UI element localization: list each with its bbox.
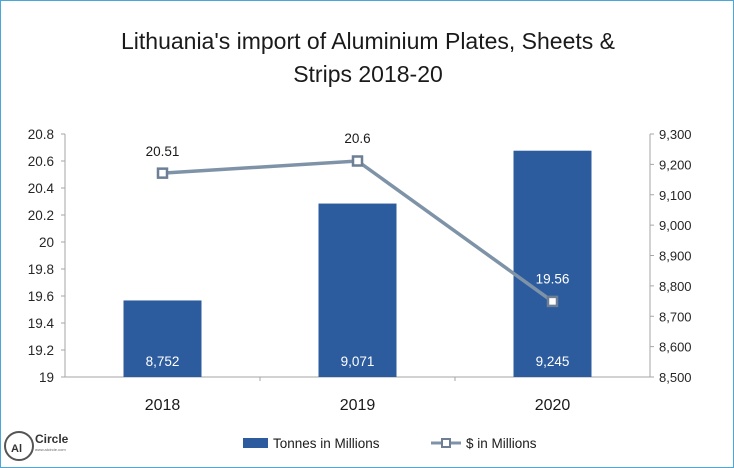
logo-url: www.alcircle.com (35, 447, 66, 452)
chart-title-line-2: Strips 2018-20 (293, 61, 443, 87)
chart-axes: 19 19.2 19.4 19.6 19.8 20 20.2 20.4 20.6 20.8 8,50… (28, 127, 692, 414)
bar-series: 8,752 9,071 9,245 (123, 150, 592, 377)
y-left-tick-label: 20.4 (28, 181, 55, 196)
logo-badge-icon: Al (4, 431, 34, 461)
bar (318, 203, 397, 377)
x-tick-label: 2018 (145, 397, 181, 414)
y-right-tick-label: 8,500 (659, 370, 692, 385)
logo-wordmark: Circle (35, 432, 69, 446)
y-right-tick-label: 8,700 (659, 309, 692, 324)
line-data-label: 20.51 (146, 144, 180, 159)
y-right-tick-label: 9,100 (659, 188, 692, 203)
bar-data-label: 8,752 (146, 354, 180, 369)
line-marker (546, 295, 559, 308)
line-marker (351, 155, 364, 167)
y-right-tick-label: 8,800 (659, 279, 692, 294)
legend-label-dollars: $ in Millions (466, 436, 537, 451)
y-right-tick-label: 9,300 (659, 127, 692, 142)
legend-swatch-bar (243, 438, 268, 448)
x-tick-label: 2020 (535, 397, 571, 414)
y-right-tick-label: 9,200 (659, 157, 692, 172)
chart-legend: Tonnes in Millions $ in Millions (243, 436, 537, 451)
legend-swatch-marker (441, 438, 451, 448)
x-tick-label: 2019 (340, 397, 376, 414)
line-marker (156, 167, 169, 179)
chart-title-line-1: Lithuania's import of Aluminium Plates, … (120, 28, 616, 54)
bar-data-label: 9,071 (341, 354, 375, 369)
y-left-tick-label: 20.2 (28, 208, 54, 223)
y-left-tick-label: 20.8 (28, 127, 54, 142)
legend-label-tonnes: Tonnes in Millions (273, 436, 380, 451)
y-left-tick-label: 19 (39, 370, 54, 385)
y-left-tick-label: 20 (39, 235, 54, 250)
y-left-tick-label: 20.6 (28, 154, 54, 169)
bar (513, 150, 592, 377)
y-right-tick-label: 8,900 (659, 249, 692, 264)
line-data-label: 19.56 (536, 271, 570, 286)
bar-data-label: 9,245 (536, 354, 570, 369)
y-left-tick-label: 19.8 (28, 262, 54, 277)
y-right-tick-label: 8,600 (659, 340, 692, 355)
line-series: 20.51 20.6 19.56 (146, 131, 570, 308)
bar (123, 300, 202, 377)
y-left-tick-label: 19.6 (28, 289, 54, 304)
y-left-tick-label: 19.4 (28, 316, 55, 331)
line-data-label: 20.6 (344, 131, 370, 146)
alcircle-logo: Al Circle www.alcircle.com (4, 429, 70, 465)
y-right-tick-label: 9,000 (659, 218, 692, 233)
chart-title: Lithuania's import of Aluminium Plates, … (41, 25, 695, 91)
y-left-tick-label: 19.2 (28, 343, 54, 358)
